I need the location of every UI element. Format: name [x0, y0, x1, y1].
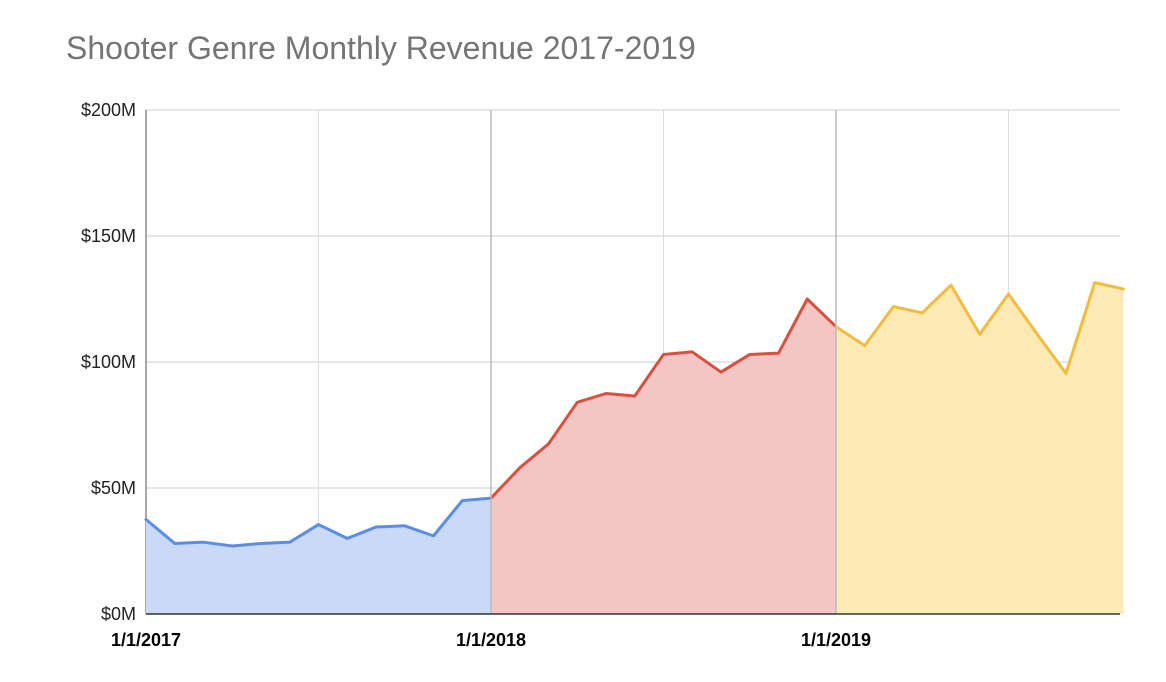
chart-title: Shooter Genre Monthly Revenue 2017-2019 — [66, 30, 696, 66]
tick-labels: $0M $50M $100M $150M $200M 1/1/2017 1/1/2018 1/… — [81, 100, 871, 650]
y-tick-label: $50M — [91, 478, 136, 498]
y-tick-label: $100M — [81, 352, 136, 372]
x-tick-label: 1/1/2018 — [456, 630, 526, 650]
y-tick-label: $200M — [81, 100, 136, 120]
series-3-area — [836, 282, 1124, 614]
series-2-area — [491, 299, 836, 614]
x-tick-label: 1/1/2019 — [801, 630, 871, 650]
y-tick-label: $0M — [101, 604, 136, 624]
y-tick-label: $150M — [81, 226, 136, 246]
axes — [146, 110, 1120, 615]
x-tick-label: 1/1/2017 — [111, 630, 181, 650]
series-lines — [144, 281, 1125, 548]
